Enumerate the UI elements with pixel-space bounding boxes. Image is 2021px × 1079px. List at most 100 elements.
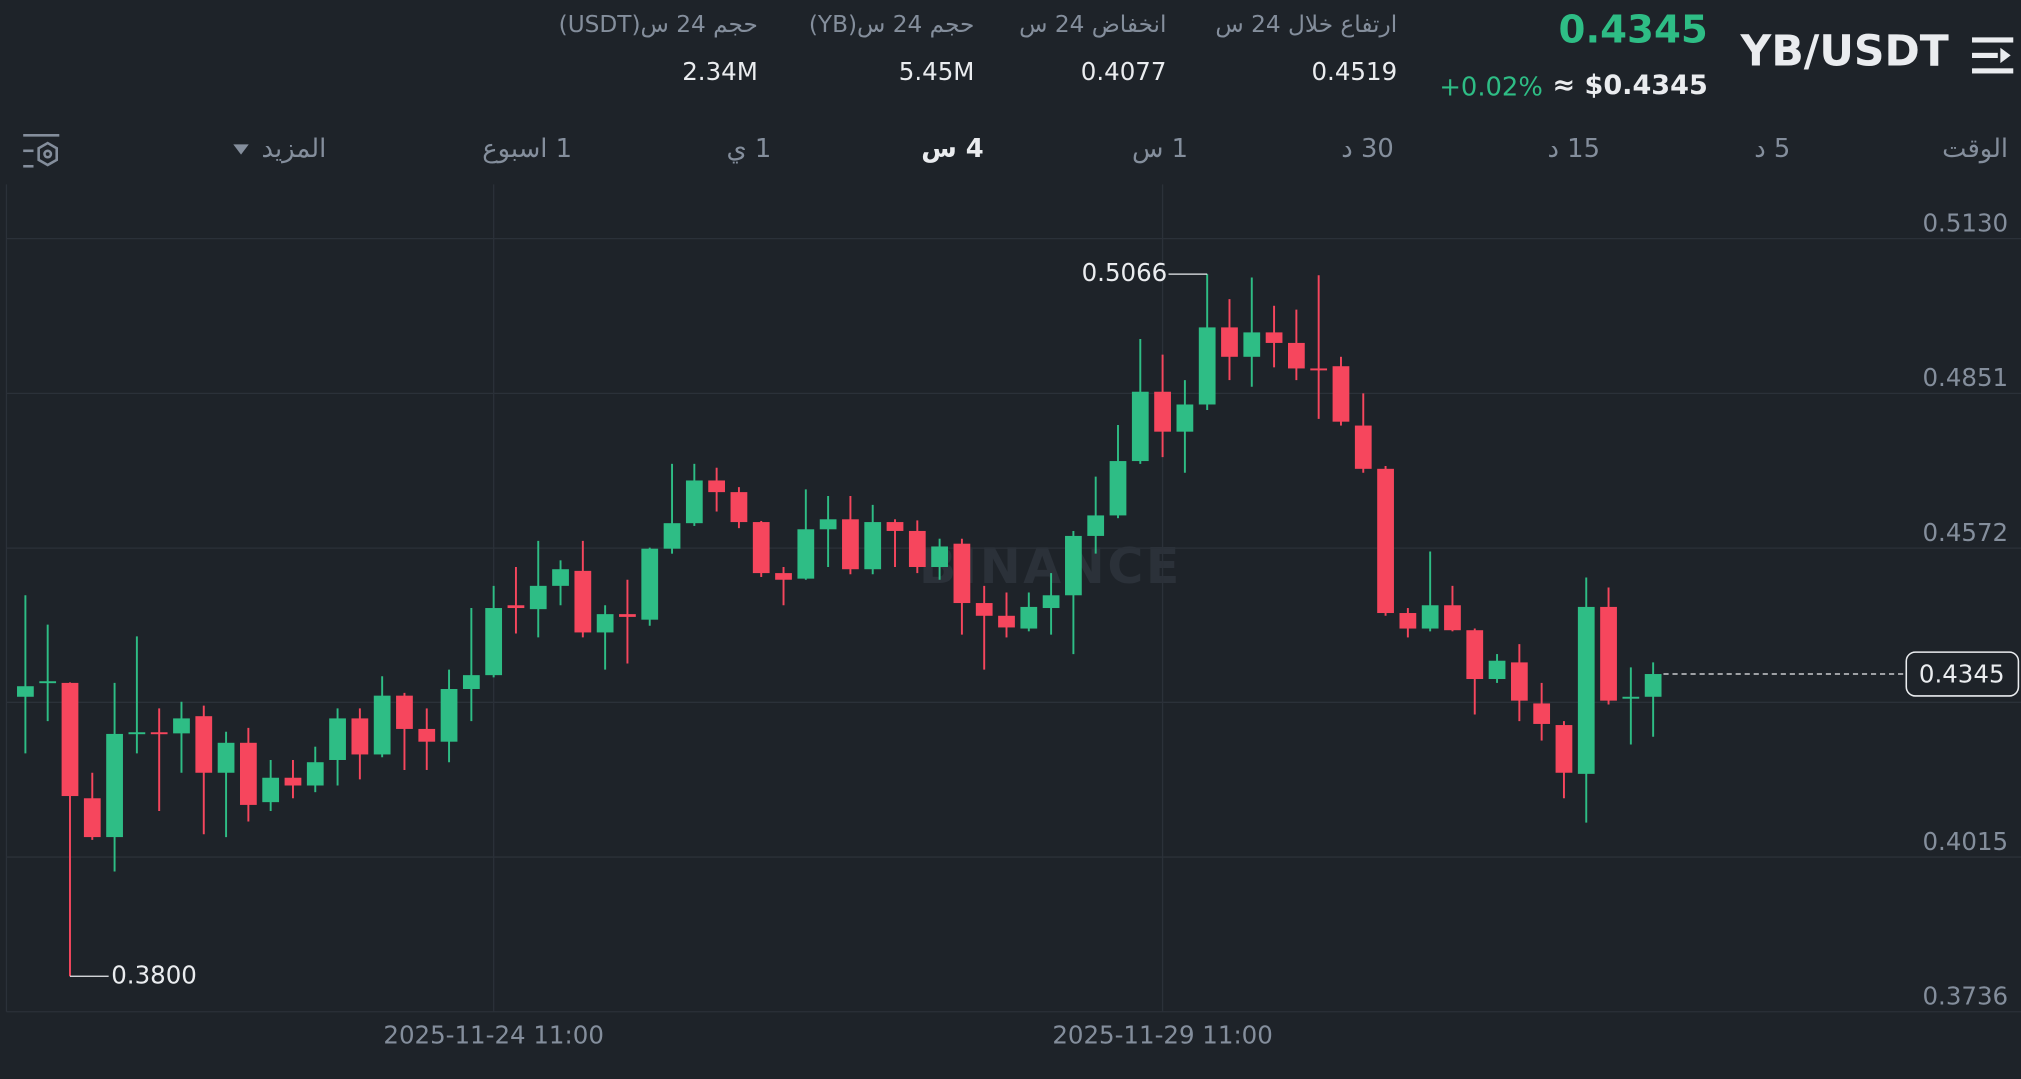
candle-body bbox=[1533, 703, 1551, 724]
candle-body bbox=[106, 733, 123, 838]
candle-body bbox=[931, 546, 948, 567]
candle-body bbox=[1221, 327, 1238, 357]
y-tick-label: 0.3736 bbox=[1922, 982, 2008, 1011]
candle-body bbox=[351, 718, 369, 755]
stat-label: حجم 24 س(YB) bbox=[808, 11, 975, 39]
candle-body bbox=[908, 530, 926, 567]
candle-body bbox=[217, 742, 235, 773]
candle-body bbox=[83, 798, 101, 838]
candle-body bbox=[1042, 595, 1060, 609]
candle-body bbox=[1488, 660, 1506, 680]
candle-body bbox=[663, 523, 681, 549]
candle-body bbox=[1287, 342, 1305, 369]
tab-label: الوقت bbox=[1942, 132, 2009, 164]
candle-body bbox=[1577, 606, 1595, 774]
candle-body bbox=[1087, 515, 1105, 536]
candle-body bbox=[396, 695, 413, 729]
candle-body bbox=[752, 522, 770, 574]
candle-body bbox=[886, 522, 904, 531]
candle-body bbox=[819, 519, 837, 530]
candle-body bbox=[284, 777, 302, 786]
candle-body bbox=[1131, 391, 1149, 462]
interval-tab[interactable]: 1 س bbox=[1131, 132, 1189, 164]
candle-body bbox=[864, 522, 882, 570]
candle-body bbox=[485, 608, 503, 676]
candle-body bbox=[1510, 662, 1528, 701]
candle-body bbox=[1109, 461, 1127, 516]
candle-body bbox=[596, 614, 614, 633]
x-tick-label: 2025-11-24 11:00 bbox=[383, 1020, 604, 1049]
y-tick-label: 0.4015 bbox=[1922, 827, 2008, 856]
candle-body bbox=[329, 718, 346, 760]
last-price-label: 0.4345 bbox=[1919, 659, 2005, 688]
y-tick-label: 0.5130 bbox=[1922, 208, 2008, 237]
candle-body bbox=[685, 480, 703, 524]
more-tab[interactable]: المزيد bbox=[261, 132, 327, 164]
candle-body bbox=[195, 716, 213, 773]
candle-body bbox=[17, 686, 34, 697]
candle-body bbox=[552, 569, 569, 586]
candle-body bbox=[173, 718, 190, 734]
last-price: 0.4345 bbox=[1558, 7, 1708, 53]
annotation-label: 0.3800 bbox=[111, 960, 197, 989]
stat-label: ارتفاع خلال 24 س bbox=[1215, 11, 1398, 39]
candle-body bbox=[1154, 391, 1171, 432]
stat-label: حجم 24 س(USDT) bbox=[558, 11, 758, 39]
candle-body bbox=[1176, 404, 1194, 432]
candle-body bbox=[1377, 468, 1394, 614]
candle-body bbox=[1399, 613, 1417, 629]
y-tick-label: 0.4851 bbox=[1922, 363, 2008, 392]
candle-body bbox=[1444, 605, 1461, 631]
candle-body bbox=[842, 519, 859, 570]
candle-body bbox=[440, 689, 458, 742]
annotation-label: 0.5066 bbox=[1082, 258, 1168, 287]
candle-body bbox=[775, 573, 792, 580]
stat-value: 2.34M bbox=[682, 58, 758, 87]
candle-body bbox=[373, 695, 391, 755]
interval-tab[interactable]: 5 د bbox=[1754, 132, 1791, 164]
candle-body bbox=[1198, 327, 1216, 405]
candle-body bbox=[61, 682, 79, 797]
candle-body bbox=[975, 603, 993, 616]
candle-body bbox=[1243, 332, 1261, 357]
menu-icon[interactable] bbox=[1969, 35, 2015, 76]
candle-body bbox=[1020, 606, 1038, 629]
stat-label: انخفاض 24 س bbox=[1019, 11, 1167, 39]
candle-body bbox=[529, 585, 547, 610]
settings-icon[interactable] bbox=[23, 134, 60, 168]
candle-body bbox=[953, 543, 971, 604]
pair-name: YB/USDT bbox=[1740, 25, 1949, 77]
candle-body bbox=[1600, 606, 1617, 701]
candle-body bbox=[1421, 605, 1439, 629]
candle-body bbox=[239, 742, 257, 805]
interval-tab[interactable]: 1 ي bbox=[726, 132, 772, 164]
x-tick-label: 2025-11-29 11:00 bbox=[1052, 1020, 1273, 1049]
candle-body bbox=[730, 492, 748, 523]
candle-body bbox=[1555, 725, 1573, 773]
stat-value: 0.4077 bbox=[1080, 58, 1167, 87]
candle-body bbox=[1466, 630, 1484, 680]
candle-body bbox=[1644, 674, 1662, 697]
candle-body bbox=[1310, 368, 1328, 371]
last-price-tag bbox=[1905, 651, 2020, 697]
candle-body bbox=[39, 681, 57, 684]
price-change: +0.02% bbox=[1439, 70, 1543, 102]
interval-tab[interactable]: 15 د bbox=[1547, 132, 1600, 164]
interval-tab[interactable]: 1 اسبوع bbox=[482, 132, 573, 164]
candle-body bbox=[797, 529, 815, 579]
candle-body bbox=[1332, 366, 1350, 422]
candle-body bbox=[462, 675, 480, 690]
interval-tab[interactable]: 4 س bbox=[921, 132, 984, 164]
candle-body bbox=[998, 615, 1015, 628]
candle-body bbox=[1622, 696, 1640, 699]
candle-body bbox=[1065, 535, 1082, 596]
candle-body bbox=[128, 732, 146, 735]
interval-tab[interactable]: 30 د bbox=[1341, 132, 1394, 164]
candle-body bbox=[262, 777, 280, 803]
candle-body bbox=[507, 605, 525, 609]
stat-value: 0.4519 bbox=[1311, 58, 1398, 87]
candle-body bbox=[1354, 425, 1372, 469]
candle-body bbox=[1265, 332, 1283, 343]
